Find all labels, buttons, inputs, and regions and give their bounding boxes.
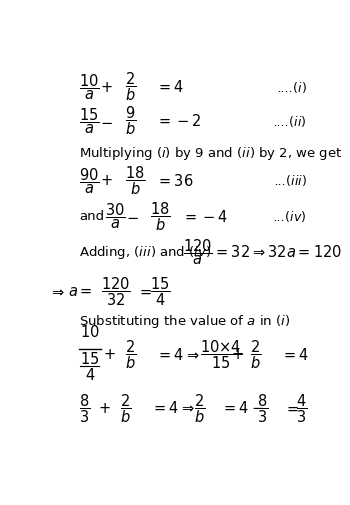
Text: $\dfrac{2}{b}$: $\dfrac{2}{b}$ bbox=[194, 391, 205, 424]
Text: $\dfrac{10}{a}$: $\dfrac{10}{a}$ bbox=[79, 72, 100, 102]
Text: $\dfrac{2}{b}$: $\dfrac{2}{b}$ bbox=[250, 338, 261, 371]
Text: $= 36$: $= 36$ bbox=[156, 172, 194, 188]
Text: $a =$: $a =$ bbox=[68, 283, 93, 298]
Text: and: and bbox=[79, 210, 104, 223]
Text: $-$: $-$ bbox=[126, 209, 138, 224]
Text: $= 4$: $= 4$ bbox=[156, 79, 185, 95]
Text: $= -2$: $= -2$ bbox=[156, 113, 202, 129]
Text: $\Rightarrow$: $\Rightarrow$ bbox=[49, 283, 65, 298]
Text: $\dfrac{18}{b}$: $\dfrac{18}{b}$ bbox=[125, 164, 146, 196]
Text: $15$: $15$ bbox=[80, 350, 99, 366]
Text: $\dfrac{30}{a}$: $\dfrac{30}{a}$ bbox=[105, 201, 125, 231]
Text: $\dfrac{8}{3}$: $\dfrac{8}{3}$ bbox=[79, 391, 90, 424]
Text: $= 4 \Rightarrow$: $= 4 \Rightarrow$ bbox=[156, 346, 200, 362]
Text: $\dfrac{2}{b}$: $\dfrac{2}{b}$ bbox=[120, 391, 131, 424]
Text: $=$: $=$ bbox=[137, 283, 153, 298]
Text: ....$(ii)$: ....$(ii)$ bbox=[273, 114, 307, 128]
Text: $+$: $+$ bbox=[103, 347, 115, 362]
Text: $\dfrac{15}{4}$: $\dfrac{15}{4}$ bbox=[149, 275, 170, 307]
Text: $\dfrac{18}{b}$: $\dfrac{18}{b}$ bbox=[149, 200, 170, 232]
Text: $+$: $+$ bbox=[100, 80, 112, 94]
Text: $+$: $+$ bbox=[231, 347, 244, 362]
Text: $10$: $10$ bbox=[80, 323, 100, 339]
Text: $+$: $+$ bbox=[100, 173, 112, 188]
Text: ...$(iv)$: ...$(iv)$ bbox=[273, 209, 307, 224]
Text: Adding, $\mathit{(iii)}$ and $\mathit{(iv)}$: Adding, $\mathit{(iii)}$ and $\mathit{(i… bbox=[79, 243, 211, 261]
Text: $+$: $+$ bbox=[98, 400, 111, 415]
Text: $= 4 -$: $= 4 -$ bbox=[222, 399, 264, 416]
Text: $\dfrac{8}{3}$: $\dfrac{8}{3}$ bbox=[257, 391, 268, 424]
Text: $\dfrac{2}{b}$: $\dfrac{2}{b}$ bbox=[125, 338, 136, 371]
Text: $4$: $4$ bbox=[85, 367, 95, 383]
Text: $=$: $=$ bbox=[284, 400, 299, 415]
Text: Substituting the value of $\mathit{a}$ in $\mathit{(i)}$: Substituting the value of $\mathit{a}$ i… bbox=[79, 313, 290, 330]
Text: $\dfrac{120}{32}$: $\dfrac{120}{32}$ bbox=[101, 275, 131, 307]
Text: $\dfrac{15}{a}$: $\dfrac{15}{a}$ bbox=[79, 106, 100, 136]
Text: $\dfrac{9}{b}$: $\dfrac{9}{b}$ bbox=[125, 105, 136, 137]
Text: $\dfrac{90}{a}$: $\dfrac{90}{a}$ bbox=[79, 166, 100, 195]
Text: $= 4 \Rightarrow$: $= 4 \Rightarrow$ bbox=[151, 399, 195, 416]
Text: ....$(i)$: ....$(i)$ bbox=[277, 80, 307, 94]
Text: $= -4$: $= -4$ bbox=[182, 208, 229, 224]
Text: $\dfrac{10{\times}4}{15}$: $\dfrac{10{\times}4}{15}$ bbox=[200, 338, 242, 371]
Text: $\dfrac{2}{b}$: $\dfrac{2}{b}$ bbox=[125, 71, 136, 104]
Text: $= 4$: $= 4$ bbox=[281, 346, 309, 362]
Text: $-$: $-$ bbox=[100, 114, 112, 128]
Text: $\dfrac{120}{a}$: $\dfrac{120}{a}$ bbox=[183, 237, 214, 267]
Text: Multiplying $\mathit{(i)}$ by 9 and $\mathit{(ii)}$ by 2, we get: Multiplying $\mathit{(i)}$ by 9 and $\ma… bbox=[79, 144, 342, 162]
Text: $\dfrac{4}{3}$: $\dfrac{4}{3}$ bbox=[296, 391, 307, 424]
Text: ...$(iii)$: ...$(iii)$ bbox=[274, 173, 307, 188]
Text: $= 32 \Rightarrow 32a = 120$: $= 32 \Rightarrow 32a = 120$ bbox=[213, 244, 342, 260]
